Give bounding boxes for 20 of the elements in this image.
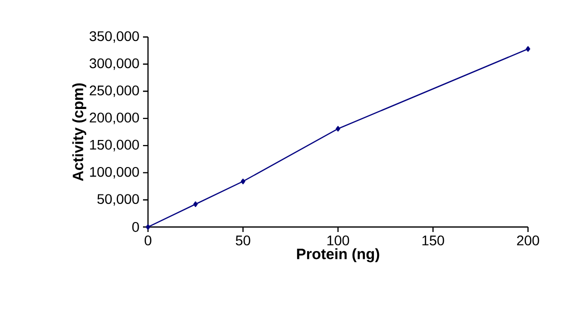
x-tick-label: 100 (327, 236, 350, 246)
y-tick-label: 250,000 (90, 86, 139, 98)
y-tick-label: 200,000 (90, 112, 139, 124)
point (240, 178, 246, 184)
point (526, 46, 530, 52)
x-tick-label: 50 (236, 236, 250, 246)
y-tick-label: 100,000 (90, 166, 139, 178)
x-tick-label: 200 (517, 236, 540, 246)
y-tick-label: 300,000 (90, 58, 139, 70)
x-axis-title: Protein (ng) (297, 248, 380, 262)
y-tick-label: 150,000 (90, 140, 139, 152)
y-tick-label: 0 (132, 222, 139, 232)
point (336, 126, 340, 132)
x-tick-label: 150 (422, 236, 444, 246)
point (193, 201, 198, 207)
y-tick-label: 350,000 (90, 31, 139, 43)
y-tick-label: 50,000 (97, 194, 139, 206)
x-tick-label: 0 (144, 236, 152, 246)
point (146, 224, 150, 230)
y-axis-title: Activity (cpm) (72, 83, 86, 182)
